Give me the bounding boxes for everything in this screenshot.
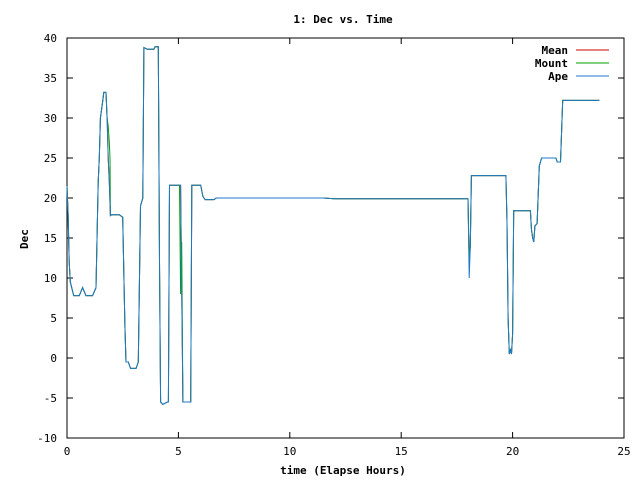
y-tick-label: 30 [44,112,57,125]
plot-frame [66,37,625,439]
series-line-ape [66,46,600,406]
plot-area: 0 5 10 15 20 25 -10 -5 0 5 10 15 20 25 30 35 40 [37,32,631,458]
x-tick-label: 10 [283,445,296,458]
y-axis-ticks: -10 -5 0 5 10 15 20 25 30 35 40 [37,32,624,445]
x-axis-label: time (Elapse Hours) [280,464,406,477]
x-tick-label: 5 [175,445,182,458]
series-line-mean [66,46,600,406]
y-tick-label: 35 [44,72,57,85]
legend-label-mean: Mean [542,44,569,57]
x-tick-label: 15 [395,445,408,458]
chart-title: 1: Dec vs. Time [293,13,393,26]
legend-label-ape: Ape [548,70,568,83]
series-lines [66,46,600,406]
y-tick-label: 5 [50,312,57,325]
y-tick-label: 0 [50,352,57,365]
series-line-mount [66,46,600,406]
y-tick-label: 20 [44,192,57,205]
x-tick-label: 20 [506,445,519,458]
y-tick-label: 40 [44,32,57,45]
y-axis-label: Dec [18,229,31,249]
x-axis-ticks: 0 5 10 15 20 25 [64,38,631,458]
y-tick-label: -5 [44,392,57,405]
y-tick-label: 25 [44,152,57,165]
x-tick-label: 25 [617,445,630,458]
y-tick-label: 15 [44,232,57,245]
y-tick-label: -10 [37,432,57,445]
legend-label-mount: Mount [535,57,568,70]
x-tick-label: 0 [64,445,71,458]
y-tick-label: 10 [44,272,57,285]
